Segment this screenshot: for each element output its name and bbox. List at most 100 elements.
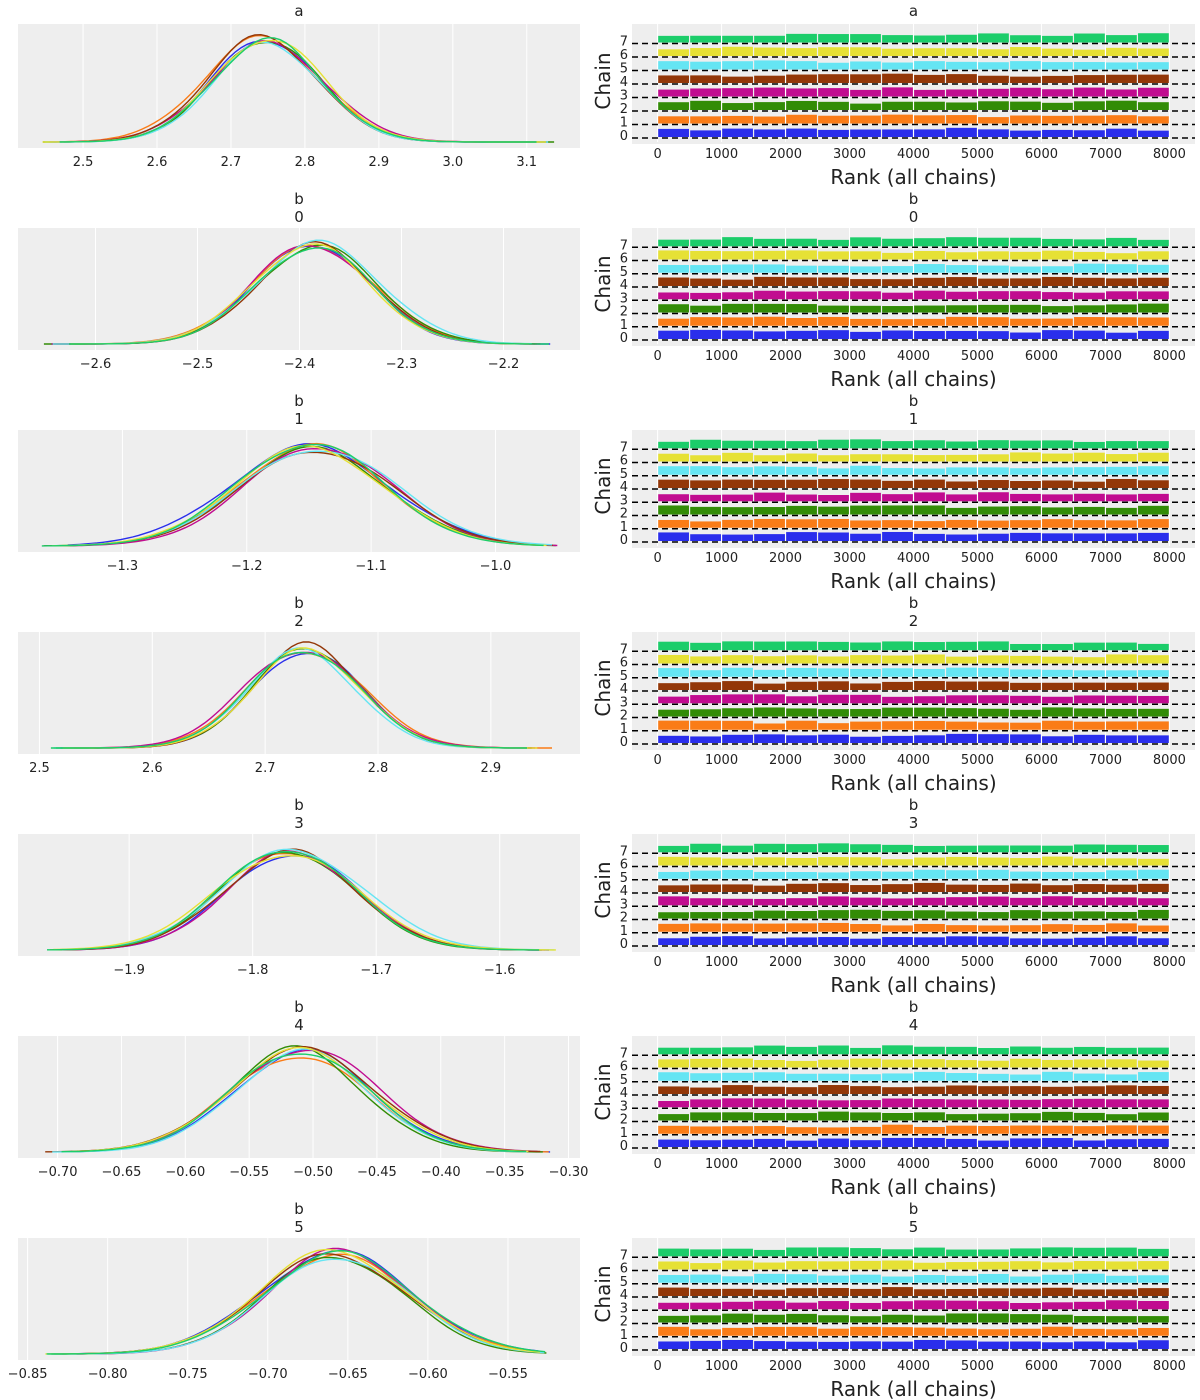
kde-title-line: 5	[294, 1218, 304, 1236]
rank-chain-7-bar	[882, 238, 913, 247]
rank-chain-1-bar	[786, 519, 817, 528]
rank-chain-0-bar	[882, 1137, 913, 1147]
rank-chain-4-bar	[946, 74, 977, 83]
rank-chain-0-bar	[658, 330, 689, 339]
rank-chain-3-bar	[722, 88, 753, 97]
rank-chain-1-bar	[1138, 1327, 1169, 1336]
rank-chain-3-bar	[978, 1301, 1009, 1310]
rank-chain-1-bar	[754, 116, 785, 124]
rank-chain-2-bar	[914, 305, 945, 313]
rank-x-tick-label: 3000	[833, 551, 866, 566]
rank-chain-7-bar	[914, 238, 945, 247]
rank-x-tick-label: 4000	[897, 349, 930, 364]
rank-chain-5-bar	[1010, 871, 1041, 879]
rank-y-tick-label: 1	[620, 520, 628, 535]
rank-chain-0-bar	[690, 1140, 721, 1147]
rank-chain-1-bar	[786, 317, 817, 326]
rank-chain-0-bar	[1138, 1340, 1169, 1349]
rank-chain-4-bar	[1010, 76, 1041, 83]
rank-chain-4-bar	[1138, 1288, 1169, 1296]
rank-chain-4-bar	[850, 683, 881, 690]
rank-chain-1-bar	[1138, 116, 1169, 124]
rank-chain-2-bar	[978, 912, 1009, 919]
rank-y-tick-label: 6	[620, 252, 628, 267]
rank-chain-2-bar	[1010, 1314, 1041, 1323]
rank-chain-4-bar	[722, 1288, 753, 1296]
rank-chain-7-bar	[1010, 440, 1041, 449]
rank-x-tick-label: 2000	[769, 1157, 802, 1172]
rank-y-tick-label: 2	[620, 1315, 628, 1330]
rank-chain-5-bar	[658, 264, 689, 273]
rank-chain-1-bar	[978, 520, 1009, 528]
rank-chain-0-bar	[914, 1339, 945, 1349]
rank-chain-3-bar	[882, 1098, 913, 1108]
rank-chain-4-bar	[722, 1085, 753, 1094]
rank-chain-2-bar	[690, 506, 721, 515]
rank-chain-1-bar	[1010, 1125, 1041, 1134]
rank-chain-6-bar	[1010, 452, 1041, 462]
rank-chain-3-bar	[1106, 291, 1137, 300]
rank-chain-2-bar	[722, 1112, 753, 1121]
rank-chain-0-bar	[1074, 1341, 1105, 1349]
rank-chain-1-bar	[658, 923, 689, 932]
rank-x-tick-label: 8000	[1153, 349, 1186, 364]
kde-title-line: 3	[294, 814, 304, 832]
rank-x-axis-label: Rank (all chains)	[830, 1175, 996, 1199]
rank-chain-6-bar	[818, 455, 849, 462]
kde-x-tick-label: −0.60	[408, 1367, 448, 1382]
rank-chain-2-bar	[850, 1316, 881, 1323]
kde-chain-6-line	[51, 444, 547, 547]
rank-chain-4-bar	[818, 681, 849, 690]
rank-chain-2-bar	[1074, 305, 1105, 313]
rank-chain-2-bar	[1042, 1111, 1073, 1121]
rank-chain-6-bar	[818, 1261, 849, 1270]
rank-chain-4-bar	[1138, 480, 1169, 488]
rank-chain-3-bar	[658, 1100, 689, 1108]
rank-chain-4-bar	[1010, 481, 1041, 488]
rank-chain-0-bar	[946, 330, 977, 339]
rank-chain-1-bar	[690, 317, 721, 326]
rank-chain-0-bar	[1010, 734, 1041, 743]
rank-chain-0-bar	[1010, 130, 1041, 137]
rank-chain-2-bar	[914, 1315, 945, 1323]
rank-chain-4-bar	[1074, 277, 1105, 286]
rank-chain-4-bar	[850, 1288, 881, 1296]
rank-chain-7-bar	[1042, 440, 1073, 449]
rank-title-line: b	[909, 594, 919, 612]
rank-chain-4-bar	[978, 480, 1009, 488]
rank-chain-3-bar	[818, 88, 849, 97]
rank-chain-3-bar	[786, 898, 817, 906]
rank-chain-2-bar	[722, 912, 753, 919]
rank-chain-0-bar	[786, 128, 817, 137]
rank-x-tick-label: 8000	[1153, 551, 1186, 566]
rank-chain-0-bar	[722, 128, 753, 137]
rank-chain-2-bar	[690, 912, 721, 919]
rank-x-tick-label: 3000	[833, 1359, 866, 1374]
rank-chain-1-bar	[978, 1329, 1009, 1336]
rank-chain-5-bar	[978, 1073, 1009, 1081]
rank-chain-2-bar	[658, 505, 689, 515]
rank-chain-5-bar	[850, 266, 881, 273]
rank-chain-0-bar	[754, 734, 785, 743]
rank-title-line: b	[909, 796, 919, 814]
rank-title-line: b	[909, 1200, 919, 1218]
rank-chain-5-bar	[1106, 62, 1137, 70]
rank-chain-1-bar	[914, 1327, 945, 1336]
rank-chain-5-bar	[1074, 263, 1105, 273]
kde-x-tick-label: −0.45	[357, 1165, 397, 1180]
rank-chain-0-bar	[1074, 330, 1105, 339]
rank-chain-2-bar	[1042, 102, 1073, 110]
rank-chain-1-bar	[754, 1326, 785, 1336]
rank-chain-4-bar	[946, 277, 977, 286]
rank-chain-2-bar	[1106, 1114, 1137, 1121]
rank-chain-7-bar	[1106, 441, 1137, 449]
rank-chain-2-bar	[914, 910, 945, 919]
rank-chain-6-bar	[658, 1261, 689, 1270]
rank-chain-4-bar	[1106, 884, 1137, 892]
rank-chain-6-bar	[658, 1059, 689, 1068]
rank-chain-1-bar	[1042, 519, 1073, 528]
rank-chain-2-bar	[786, 1313, 817, 1323]
rank-x-axis-label: Rank (all chains)	[830, 973, 996, 997]
rank-x-tick-label: 0	[653, 551, 661, 566]
rank-chain-1-bar	[1074, 1126, 1105, 1134]
